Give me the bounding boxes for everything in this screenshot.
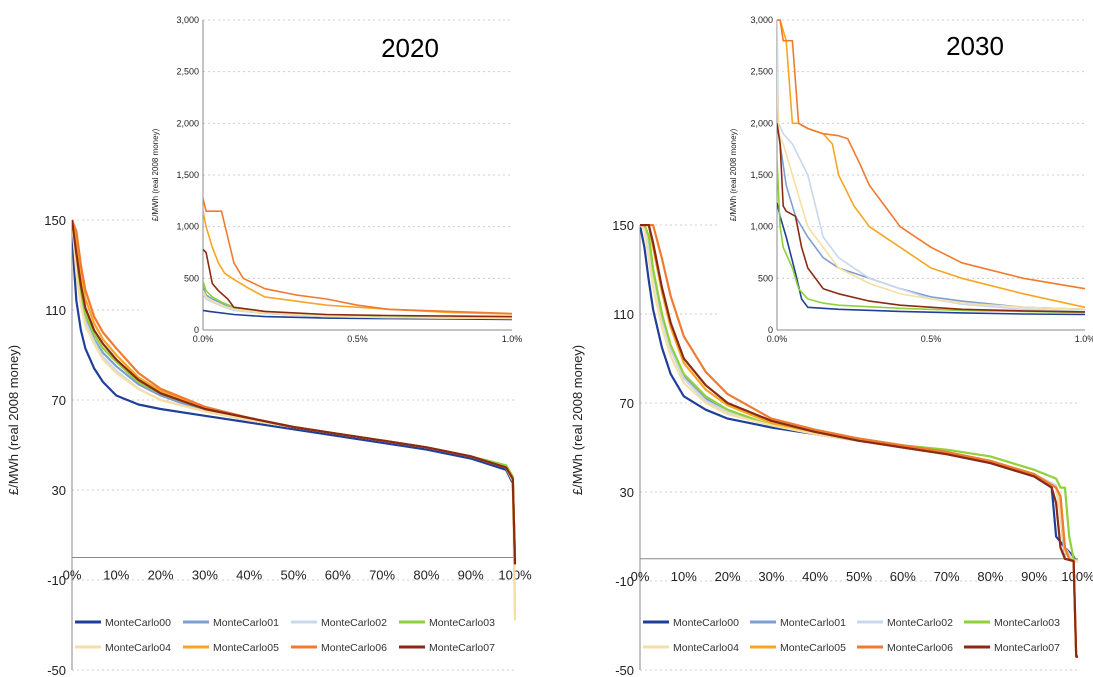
y-tick-label: 70 [620, 396, 634, 411]
x-tick-label: 0% [63, 568, 82, 583]
x-tick-label: 70% [369, 568, 395, 583]
series-line-montecarlo03 [777, 159, 1086, 314]
series-line-montecarlo07 [777, 123, 1086, 313]
panel-2020-inset: 3,000 2,500 2,000 1,500 1,000 500 00.0% 0.5% 1.0… [143, 10, 527, 350]
series-line-montecarlo07 [203, 248, 513, 318]
series-line-montecarlo07 [72, 219, 517, 565]
series-line-montecarlo00 [777, 202, 1086, 316]
legend-label: MonteCarlo06 [887, 642, 953, 654]
series-line-montecarlo05 [777, 19, 1086, 309]
x-tick-label: 40% [236, 568, 262, 583]
y-tick-label: 1,500 [176, 170, 199, 180]
x-tick-label: 0% [631, 569, 650, 584]
series-line-montecarlo00 [72, 219, 517, 560]
series-line-montecarlo06 [203, 198, 513, 315]
legend-1: MonteCarlo00 MonteCarlo01 MonteCarlo02 Mont… [643, 617, 1060, 654]
y-tick-label: 2,000 [176, 118, 199, 128]
x-tick-label: 50% [280, 568, 306, 583]
y-tick-label: 500 [184, 273, 199, 283]
x-tick-label: 30% [758, 569, 784, 584]
y-tick-label: 0 [194, 325, 199, 335]
inset-background [717, 10, 1093, 350]
y-tick-label: -10 [47, 573, 66, 588]
x-tick-label: 0.5% [921, 334, 942, 344]
x-tick-label: 60% [325, 568, 351, 583]
legend-label: MonteCarlo02 [321, 617, 387, 629]
y-tick-label: 150 [44, 213, 66, 228]
x-tick-label: 20% [148, 568, 174, 583]
y-tick-label: 1,000 [176, 222, 199, 232]
legend-label: MonteCarlo07 [994, 642, 1060, 654]
x-tick-label: 80% [977, 569, 1003, 584]
legend-0: MonteCarlo00 MonteCarlo01 MonteCarlo02 Mont… [75, 617, 495, 654]
legend-label: MonteCarlo02 [887, 617, 953, 629]
y-tick-label: 70 [52, 393, 66, 408]
x-tick-label: 0.5% [347, 334, 368, 344]
legend-label: MonteCarlo00 [673, 617, 739, 629]
panel-2030-inset: 3,000 2,500 2,000 1,500 1,000 500 00.0% 0.5% 1.0… [717, 10, 1093, 350]
y-tick-label: -50 [615, 663, 634, 677]
x-tick-label: 100% [1061, 569, 1093, 584]
x-tick-label: 1.0% [502, 334, 523, 344]
series-line-montecarlo04 [777, 71, 1086, 311]
x-tick-label: 70% [934, 569, 960, 584]
panel-2020-main: 150 110 70 30 -10 -50 0% 10% 20% 30% 40% 50% 60% 70% 8… [6, 213, 532, 677]
y-axis-label: £/MWh (real 2008 money) [570, 345, 585, 495]
chart-title: 2030 [946, 31, 1004, 61]
x-tick-label: 90% [458, 568, 484, 583]
y-tick-label: 2,000 [750, 118, 773, 128]
y-tick-label: 1,500 [750, 170, 773, 180]
y-axis-label: £/MWh (real 2008 money) [151, 128, 160, 221]
series-line-montecarlo04 [203, 290, 513, 320]
x-tick-label: 60% [890, 569, 916, 584]
series-line-montecarlo06 [777, 19, 1086, 290]
panel-2030-main: 150 110 70 30 -10 -50 0% 10% 20% 30% 40% 50% 60% 70% 8… [570, 218, 1093, 677]
y-tick-label: 110 [45, 303, 66, 318]
x-tick-label: 10% [103, 568, 129, 583]
x-tick-label: 40% [802, 569, 828, 584]
y-axis-label: £/MWh (real 2008 money) [6, 345, 21, 495]
y-tick-label: 0 [768, 325, 773, 335]
y-tick-label: 150 [612, 218, 634, 233]
y-tick-label: 1,000 [750, 222, 773, 232]
y-tick-label: 110 [613, 307, 634, 322]
legend-label: MonteCarlo06 [321, 642, 387, 654]
x-tick-label: 1.0% [1075, 334, 1093, 344]
legend-label: MonteCarlo03 [429, 617, 495, 629]
x-tick-label: 30% [192, 568, 218, 583]
y-tick-label: 2,500 [176, 67, 199, 77]
x-tick-label: 90% [1021, 569, 1047, 584]
y-tick-label: -10 [615, 574, 634, 589]
y-tick-label: 500 [758, 273, 773, 283]
y-axis-label: £/MWh (real 2008 money) [729, 128, 738, 221]
series-line-montecarlo06 [640, 224, 1078, 658]
series-line-montecarlo02 [777, 19, 1086, 313]
legend-label: MonteCarlo01 [780, 617, 846, 629]
x-tick-label: 0.0% [767, 334, 788, 344]
legend-label: MonteCarlo04 [673, 642, 739, 654]
legend-label: MonteCarlo00 [105, 617, 171, 629]
x-tick-label: 10% [671, 569, 697, 584]
y-tick-label: 30 [620, 485, 634, 500]
legend-label: MonteCarlo04 [105, 642, 171, 654]
chart-title: 2020 [381, 33, 439, 63]
series-line-montecarlo00 [203, 309, 513, 321]
x-tick-label: 20% [715, 569, 741, 584]
x-tick-label: 0.0% [193, 334, 214, 344]
y-tick-label: 3,000 [750, 15, 773, 25]
x-tick-label: 80% [413, 568, 439, 583]
legend-label: MonteCarlo03 [994, 617, 1060, 629]
y-tick-label: -50 [47, 663, 66, 677]
x-tick-label: 50% [846, 569, 872, 584]
inset-background [143, 10, 527, 350]
y-tick-label: 2,500 [750, 67, 773, 77]
legend-label: MonteCarlo05 [780, 642, 846, 654]
y-tick-label: 30 [52, 483, 66, 498]
series-line-montecarlo07 [640, 224, 1078, 658]
legend-label: MonteCarlo01 [213, 617, 279, 629]
legend-label: MonteCarlo07 [429, 642, 495, 654]
y-tick-label: 3,000 [176, 15, 199, 25]
legend-label: MonteCarlo05 [213, 642, 279, 654]
